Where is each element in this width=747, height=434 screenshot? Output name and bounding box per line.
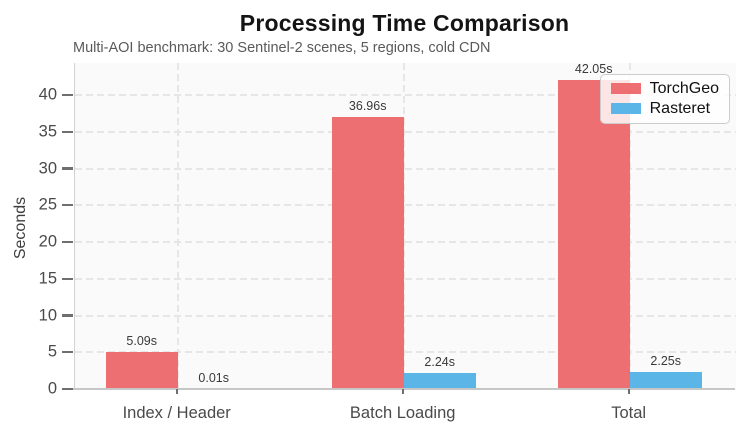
horizontal-gridline — [75, 351, 736, 354]
y-tick-mark — [62, 167, 73, 170]
legend-swatch-torchgeo — [610, 83, 641, 94]
y-tick-label: 15 — [38, 269, 57, 288]
bar-value-label: 0.01s — [198, 370, 229, 385]
y-tick-mark — [62, 93, 73, 97]
bar-value-label: 2.24s — [424, 354, 455, 369]
legend: TorchGeo Rasteret — [599, 74, 730, 124]
x-tick-label: Index / Header — [122, 404, 231, 422]
horizontal-gridline — [75, 130, 736, 133]
horizontal-gridline — [75, 241, 736, 243]
bar-torchgeo-0 — [105, 351, 178, 389]
y-tick-label: 30 — [38, 159, 57, 177]
y-tick-label: 20 — [38, 232, 57, 251]
bar-rasteret-2 — [629, 372, 702, 389]
y-tick-mark — [62, 277, 73, 280]
legend-swatch-rasteret — [610, 103, 641, 114]
bar-value-label: 2.25s — [650, 354, 681, 369]
bar-value-label: 36.96s — [348, 99, 387, 114]
vertical-gridline — [402, 63, 405, 389]
horizontal-gridline — [75, 94, 736, 96]
bar-torchgeo-2 — [557, 79, 630, 389]
legend-item-torchgeo: TorchGeo — [610, 79, 719, 98]
vertical-gridline — [176, 63, 179, 389]
x-tick-mark — [401, 389, 404, 394]
chart-title: Processing Time Comparison — [239, 10, 570, 36]
y-tick-label: 5 — [47, 342, 57, 361]
y-tick-mark — [62, 204, 73, 207]
horizontal-gridline — [75, 167, 736, 170]
horizontal-gridline — [75, 277, 736, 280]
bar-value-label: 42.05s — [574, 61, 613, 76]
bar-rasteret-1 — [403, 372, 476, 389]
x-tick-label: Batch Loading — [349, 404, 456, 422]
bar-torchgeo-1 — [331, 117, 404, 389]
y-tick-mark — [62, 387, 73, 391]
y-tick-mark — [62, 240, 73, 244]
x-tick-label: Total — [611, 404, 647, 422]
horizontal-gridline — [75, 314, 736, 317]
y-tick-mark — [62, 351, 73, 354]
y-tick-label: 10 — [38, 306, 57, 324]
y-tick-label: 0 — [47, 379, 57, 398]
x-axis-spine — [73, 387, 735, 390]
y-tick-label: 40 — [38, 85, 57, 104]
x-tick-mark — [175, 389, 178, 394]
bar-value-label: 5.09s — [126, 333, 157, 348]
plot-area: TorchGeo Rasteret 5.09s 36.96s 42.05s 0.01s… — [74, 61, 736, 389]
legend-label: Rasteret — [649, 100, 711, 117]
chart-subtitle: Multi-AOI benchmark: 30 Sentinel-2 scene… — [73, 40, 491, 56]
vertical-gridline — [628, 63, 631, 389]
y-tick-label: 35 — [38, 122, 57, 141]
horizontal-gridline — [75, 204, 736, 207]
legend-item-rasteret: Rasteret — [610, 99, 719, 118]
legend-label: TorchGeo — [649, 80, 719, 97]
y-tick-mark — [62, 130, 73, 133]
y-tick-label: 25 — [38, 195, 57, 214]
y-tick-mark — [62, 314, 73, 317]
x-tick-mark — [627, 389, 630, 394]
